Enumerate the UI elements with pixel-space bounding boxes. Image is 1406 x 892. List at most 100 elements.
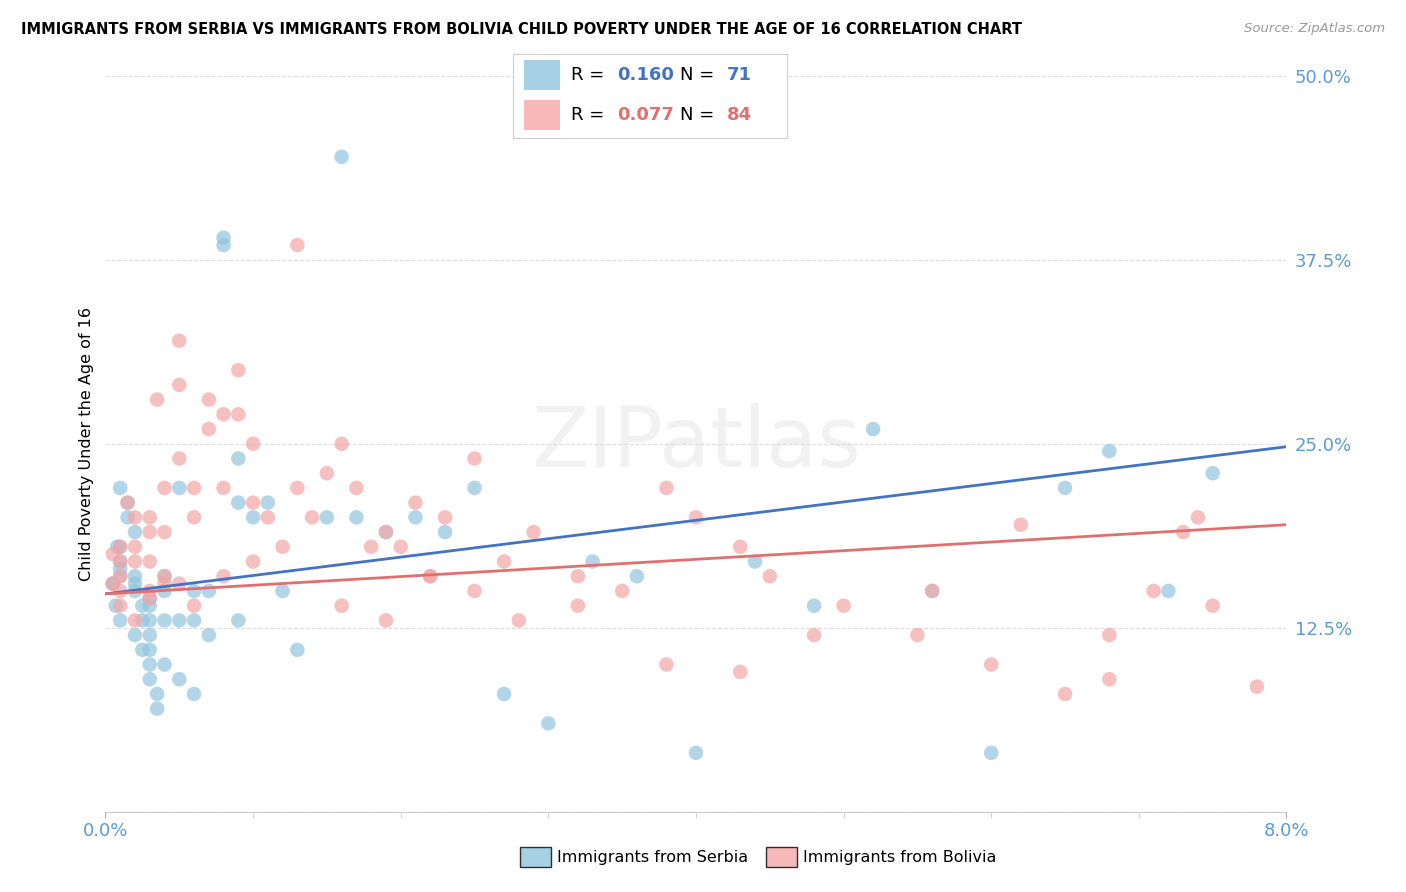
Point (389, 540, 412, 554)
Point (685, 746, 707, 760)
Point (582, 554, 605, 569)
Point (212, 407, 235, 421)
Point (110, 554, 132, 569)
Point (153, 569, 176, 583)
Point (1246, 680, 1268, 694)
Point (212, 230, 235, 244)
Point (508, 614, 530, 628)
Point (360, 540, 382, 554)
Point (153, 614, 176, 628)
Point (146, 687, 169, 701)
Text: N =: N = (681, 106, 720, 124)
Point (492, 687, 515, 701)
Point (153, 584, 176, 599)
Point (803, 599, 825, 613)
Point (146, 392, 169, 407)
Point (980, 746, 1002, 760)
Point (153, 524, 176, 539)
Point (138, 591, 162, 606)
Point (1054, 687, 1077, 701)
Point (1010, 517, 1032, 532)
Point (153, 569, 176, 583)
Point (744, 554, 766, 569)
Point (124, 576, 146, 591)
Point (138, 614, 162, 628)
Point (242, 554, 264, 569)
Point (117, 496, 139, 510)
Point (183, 614, 205, 628)
Point (169, 378, 191, 392)
Point (228, 614, 250, 628)
Point (138, 591, 162, 606)
Point (169, 673, 191, 687)
Point (464, 584, 486, 599)
Point (1098, 628, 1121, 642)
Point (124, 554, 146, 569)
Point (138, 599, 162, 613)
Point (433, 524, 456, 539)
Text: Immigrants from Bolivia: Immigrants from Bolivia (803, 850, 997, 864)
Point (730, 540, 752, 554)
Point (1157, 584, 1180, 599)
Point (405, 496, 427, 510)
Point (1171, 524, 1194, 539)
Point (197, 628, 219, 642)
Point (183, 687, 205, 701)
Point (183, 599, 205, 613)
Point (131, 614, 153, 628)
Point (138, 524, 162, 539)
Point (330, 599, 353, 613)
Point (104, 599, 127, 613)
Point (803, 628, 825, 642)
Point (433, 510, 456, 524)
Point (212, 569, 235, 583)
Text: 84: 84 (727, 106, 752, 124)
Point (567, 569, 589, 583)
Point (110, 540, 132, 554)
Point (110, 584, 132, 599)
Point (124, 540, 146, 554)
Point (567, 599, 589, 613)
Point (153, 657, 176, 672)
Point (197, 392, 219, 407)
Point (257, 496, 280, 510)
Point (1143, 584, 1166, 599)
Text: N =: N = (681, 66, 720, 84)
Point (105, 540, 128, 554)
Point (242, 436, 264, 450)
Point (124, 524, 146, 539)
Text: ZIPatlas: ZIPatlas (531, 403, 860, 484)
Point (242, 510, 264, 524)
Point (138, 673, 162, 687)
Point (287, 238, 309, 252)
Point (212, 481, 235, 495)
Point (405, 510, 427, 524)
Point (228, 451, 250, 466)
Point (138, 657, 162, 672)
Point (146, 701, 169, 715)
Point (110, 614, 132, 628)
Point (228, 496, 250, 510)
Text: Immigrants from Serbia: Immigrants from Serbia (557, 850, 748, 864)
Point (153, 481, 176, 495)
Point (1201, 599, 1223, 613)
Point (287, 481, 309, 495)
Point (110, 481, 132, 495)
Bar (524, 61, 560, 90)
Point (183, 584, 205, 599)
Point (1098, 673, 1121, 687)
Point (117, 496, 139, 510)
Point (110, 554, 132, 569)
Point (464, 451, 486, 466)
Text: R =: R = (571, 106, 610, 124)
Text: 0.077: 0.077 (617, 106, 675, 124)
Point (921, 584, 943, 599)
Point (921, 584, 943, 599)
Point (124, 584, 146, 599)
Point (110, 562, 132, 576)
Point (862, 422, 884, 436)
Point (110, 569, 132, 583)
Point (169, 451, 191, 466)
Point (169, 334, 191, 348)
Point (832, 599, 855, 613)
